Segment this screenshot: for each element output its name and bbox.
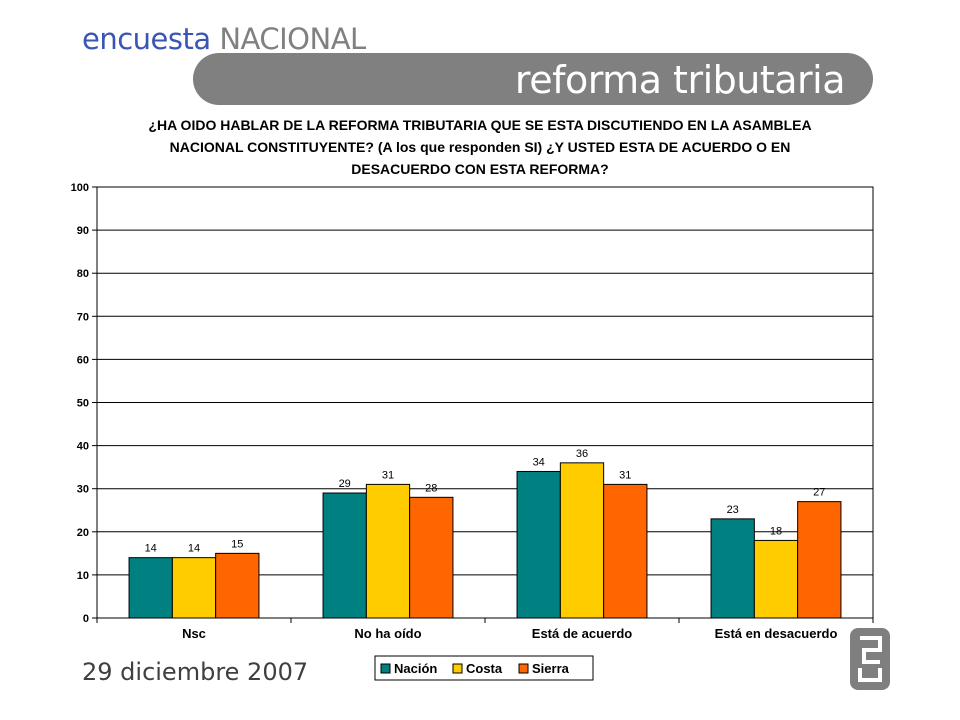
data-label: 28 (425, 482, 437, 494)
y-tick-label: 90 (77, 225, 89, 237)
y-tick-label: 10 (77, 570, 89, 582)
y-tick-label: 20 (77, 527, 89, 539)
bar (559, 462, 605, 619)
data-label: 31 (619, 469, 631, 481)
data-label: 18 (770, 525, 782, 537)
data-label: 36 (576, 448, 588, 460)
data-label: 23 (727, 504, 739, 516)
data-label: 29 (339, 478, 351, 490)
x-tick-label: No ha oído (354, 626, 421, 641)
x-tick-label: Está en desacuerdo (715, 626, 838, 641)
y-tick-label: 30 (77, 484, 89, 496)
data-label: 14 (145, 543, 157, 555)
bar (603, 483, 648, 619)
bar (128, 557, 173, 619)
y-tick-label: 70 (77, 311, 89, 323)
legend-swatch (380, 663, 391, 674)
bar (409, 496, 454, 619)
survey-question: ¿HA OIDO HABLAR DE LA REFORMA TRIBUTARIA… (148, 117, 812, 177)
y-tick-label: 100 (71, 182, 89, 194)
data-label: 34 (533, 456, 545, 468)
legend-swatch (452, 663, 463, 674)
bar (215, 552, 260, 619)
legend-box (374, 655, 594, 681)
brand-part2: NACIONAL (219, 22, 366, 56)
data-label: 14 (188, 543, 200, 555)
legend-label: Nación (394, 661, 437, 676)
data-label: 31 (382, 469, 394, 481)
footer-date: 29 diciembre 2007 (82, 658, 309, 686)
y-tick-label: 0 (83, 613, 89, 625)
data-label: 27 (813, 487, 825, 499)
bar (710, 518, 755, 619)
brand-part1: encuesta (82, 22, 211, 56)
bar (516, 470, 561, 619)
x-tick-label: Nsc (182, 626, 206, 641)
brand-logo-text: encuesta NACIONAL (82, 22, 366, 56)
y-tick-label: 40 (77, 441, 89, 453)
bar (322, 492, 367, 619)
bar (797, 501, 842, 619)
y-tick-label: 80 (77, 268, 89, 280)
page-title: reforma tributaria (514, 58, 846, 102)
data-label: 15 (231, 538, 243, 550)
y-tick-label: 50 (77, 398, 89, 410)
title-bar: reforma tributaria (193, 53, 873, 105)
y-tick-label: 60 (77, 354, 89, 366)
company-logo-icon (850, 628, 890, 690)
bar (171, 557, 217, 619)
legend-label: Costa (466, 661, 503, 676)
x-tick-label: Está de acuerdo (532, 626, 632, 641)
bar (753, 539, 799, 619)
legend-label: Sierra (532, 661, 570, 676)
legend-swatch (518, 663, 529, 674)
bar (365, 483, 411, 619)
